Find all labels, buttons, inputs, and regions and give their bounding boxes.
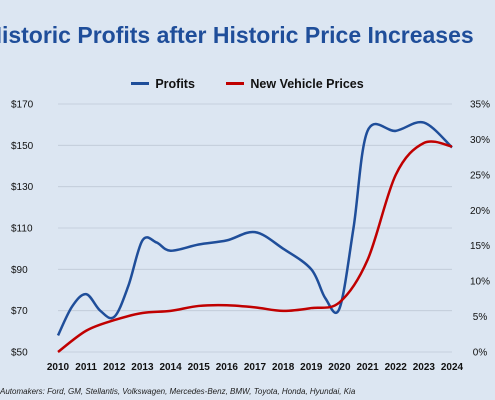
y-right-tick-label: 20%: [470, 206, 490, 217]
y-left-tick-label: $110: [11, 224, 33, 235]
series-line-profits: [56, 120, 453, 337]
y-left-tick-label: $170: [11, 100, 34, 111]
x-tick-label: 2022: [385, 362, 408, 373]
y-left-tick-label: $50: [11, 348, 28, 359]
legend: Profits New Vehicle Prices: [0, 74, 495, 91]
legend-label-prices: New Vehicle Prices: [250, 76, 364, 91]
series-line-prices: [57, 140, 453, 353]
x-tick-label: 2013: [131, 362, 154, 373]
x-tick-label: 2015: [188, 362, 211, 373]
y-right-tick-label: 35%: [470, 100, 490, 111]
y-right-tick-label: 0%: [473, 348, 488, 359]
x-tick-label: 2024: [441, 362, 464, 373]
x-tick-label: 2016: [216, 362, 239, 373]
x-tick-label: 2012: [103, 362, 126, 373]
x-tick-label: 2019: [300, 362, 323, 373]
y-left-tick-label: $130: [11, 182, 34, 193]
x-tick-label: 2020: [328, 362, 351, 373]
y-left-tick-label: $90: [11, 265, 28, 276]
y-right-tick-label: 25%: [470, 170, 490, 181]
y-left-tick-label: $70: [11, 306, 28, 317]
legend-item-prices: New Vehicle Prices: [226, 76, 364, 91]
y-right-tick-label: 30%: [470, 135, 490, 146]
x-tick-label: 2011: [75, 362, 97, 373]
x-tick-label: 2014: [159, 362, 182, 373]
y-right-tick-label: 10%: [470, 277, 490, 288]
x-tick-label: 2017: [244, 362, 267, 373]
legend-swatch-profits: [131, 82, 150, 85]
x-tick-label: 2018: [272, 362, 295, 373]
footnote: Automakers: Ford, GM, Stellantis, Volksw…: [0, 387, 356, 396]
y-right-tick-label: 15%: [470, 241, 490, 252]
x-tick-label: 2021: [356, 362, 379, 373]
legend-label-profits: Profits: [155, 76, 195, 91]
legend-item-profits: Profits: [131, 77, 195, 91]
y-right-tick-label: 5%: [473, 312, 488, 323]
y-left-tick-label: $150: [11, 141, 34, 152]
legend-swatch-prices: [226, 82, 245, 85]
chart-title: Historic Profits after Historic Price In…: [0, 22, 474, 48]
x-tick-label: 2023: [413, 362, 436, 373]
x-tick-label: 2010: [47, 362, 70, 373]
